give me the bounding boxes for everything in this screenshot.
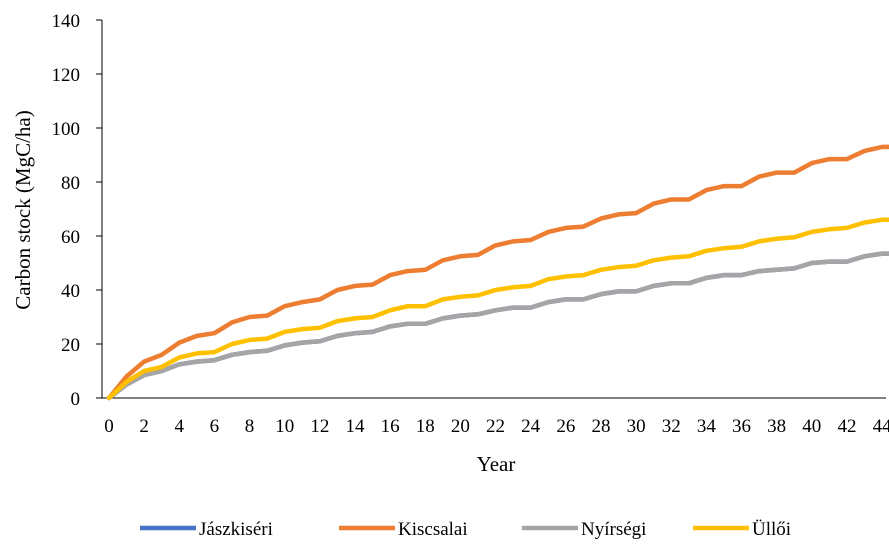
- series-line: [106, 144, 889, 401]
- x-tick-label: 36: [732, 416, 751, 437]
- y-tick-label: 140: [52, 11, 81, 32]
- x-tick-label: 26: [556, 416, 575, 437]
- series-lines: [106, 144, 889, 401]
- legend: Jászkiséri Kiscsalai Nyírségi Üllői: [140, 519, 791, 540]
- legend-label: Üllői: [752, 519, 791, 540]
- x-tick-label: 0: [104, 416, 114, 437]
- x-tick-label: 14: [345, 416, 365, 437]
- y-tick-label: 120: [52, 65, 81, 86]
- x-tick-label: 16: [381, 416, 400, 437]
- legend-label: Kiscsalai: [398, 519, 468, 540]
- x-tick-label: 8: [245, 416, 255, 437]
- x-tick-label: 10: [275, 416, 294, 437]
- x-axis-ticks: 0 2 4 6 8 10 12 14 16 18 20 22 24 26 28 30 32 34 36 38 40 42 4…: [104, 416, 889, 437]
- y-tick-label: 60: [61, 227, 80, 248]
- legend-label: Nyírségi: [581, 519, 646, 540]
- y-tick-label: 100: [52, 119, 81, 140]
- y-tick-label: 0: [71, 389, 81, 410]
- x-tick-label: 34: [697, 416, 717, 437]
- x-tick-label: 6: [210, 416, 220, 437]
- x-tick-label: 18: [416, 416, 435, 437]
- x-tick-label: 42: [837, 416, 856, 437]
- y-tick-label: 80: [61, 173, 80, 194]
- series-line: [106, 251, 889, 401]
- x-tick-label: 32: [662, 416, 681, 437]
- x-tick-label: 30: [627, 416, 646, 437]
- series-line: [106, 217, 889, 401]
- x-tick-label: 20: [451, 416, 470, 437]
- x-tick-label: 12: [310, 416, 329, 437]
- x-tick-label: 44: [873, 416, 889, 437]
- x-tick-label: 40: [802, 416, 821, 437]
- x-tick-label: 24: [521, 416, 541, 437]
- y-tick-label: 20: [61, 335, 80, 356]
- x-tick-label: 22: [486, 416, 505, 437]
- x-tick-label: 2: [139, 416, 149, 437]
- y-tick-label: 40: [61, 281, 80, 302]
- legend-label: Jászkiséri: [199, 519, 273, 540]
- x-tick-label: 38: [767, 416, 786, 437]
- x-axis-label: Year: [477, 452, 516, 476]
- x-tick-label: 4: [175, 416, 185, 437]
- y-axis-ticks: 0 20 40 60 80 100 120 140: [52, 11, 102, 410]
- y-axis-label: Carbon stock (MgC/ha): [11, 110, 35, 309]
- x-tick-label: 28: [591, 416, 610, 437]
